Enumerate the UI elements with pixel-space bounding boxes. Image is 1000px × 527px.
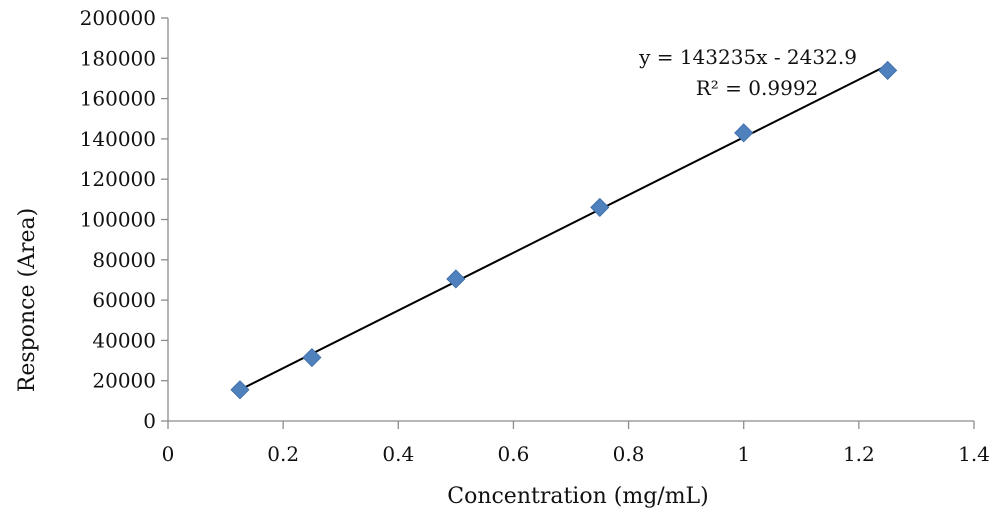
y-tick-label: 160000 [80, 87, 156, 111]
y-tick-label: 200000 [80, 6, 156, 30]
data-point [878, 60, 898, 80]
x-axis: 0 0.2 0.4 0.6 0.8 1 1.2 1.4 [162, 420, 990, 466]
trendline-group [239, 64, 889, 391]
y-tick-label: 120000 [80, 167, 156, 191]
x-tick-label: 0.6 [498, 442, 530, 466]
data-point [230, 380, 250, 400]
data-point [590, 197, 610, 217]
y-axis-title: Responce (Area) [15, 208, 40, 392]
y-tick-label: 100000 [80, 208, 156, 232]
x-axis-title: Concentration (mg/mL) [447, 484, 709, 509]
y-tick-label: 140000 [80, 127, 156, 151]
y-tick-label: 80000 [92, 248, 156, 272]
data-points [230, 60, 898, 400]
data-point [302, 347, 322, 368]
linear-trendline [239, 64, 889, 391]
y-tick-label: 40000 [92, 328, 156, 352]
x-tick-label: 1.4 [958, 442, 990, 466]
trendline-equation: y = 143235x - 2432.9 [638, 45, 857, 69]
x-tick-label: 1.2 [843, 442, 875, 466]
x-tick-label: 0.2 [267, 442, 299, 466]
y-tick-label: 60000 [92, 288, 156, 312]
x-tick-label: 0.8 [613, 442, 645, 466]
x-tick-label: 0.4 [382, 442, 414, 466]
x-tick-label: 0 [162, 442, 175, 466]
x-tick-label: 1 [737, 442, 750, 466]
data-point [734, 123, 754, 143]
y-tick-label: 0 [143, 409, 156, 433]
data-point [446, 269, 466, 289]
y-tick-label: 20000 [92, 369, 156, 393]
r-squared-value: R² = 0.9992 [696, 76, 819, 100]
y-axis: 0 20000 40000 60000 80000 100000 120000 140000 1… [80, 6, 169, 433]
y-tick-label: 180000 [80, 46, 156, 70]
